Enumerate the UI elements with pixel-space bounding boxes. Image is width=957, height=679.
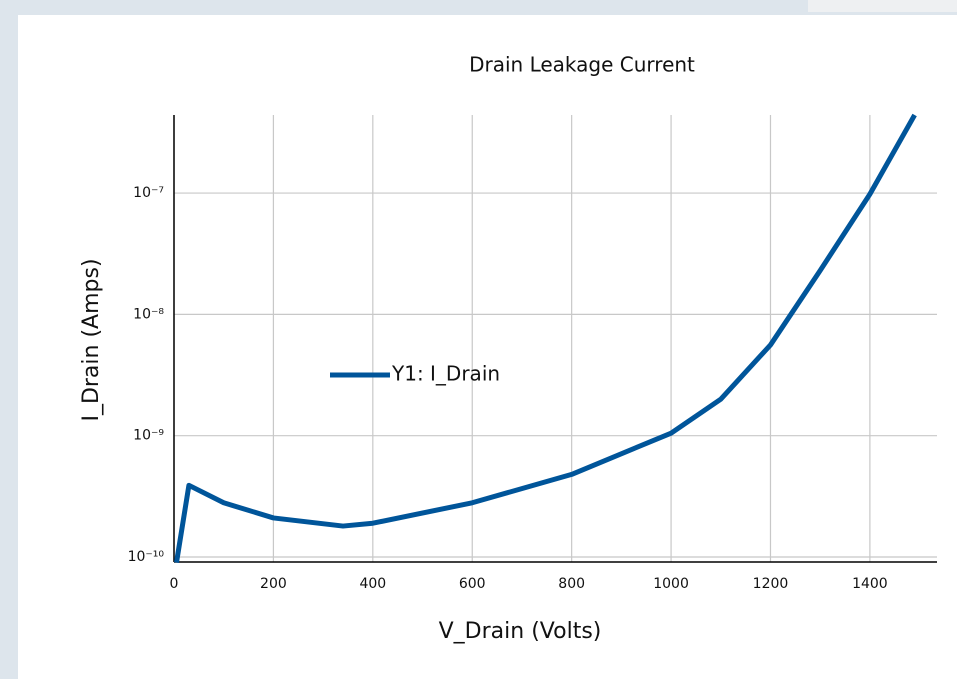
doc-thumbnail <box>808 0 957 12</box>
data-line <box>174 113 917 563</box>
y-tick-label: 10⁻⁸ <box>133 306 164 322</box>
x-tick-label: 200 <box>260 576 287 592</box>
legend-label: Y1: I_Drain <box>391 362 500 386</box>
chart-title: Drain Leakage Current <box>469 53 695 77</box>
panel <box>18 15 957 679</box>
x-tick-label: 1200 <box>753 576 789 592</box>
x-tick-label: 400 <box>359 576 386 592</box>
y-tick-label: 10⁻⁹ <box>133 428 164 444</box>
y-axis-title: I_Drain (Amps) <box>79 258 104 421</box>
y-tick-label: 10⁻¹⁰ <box>128 549 165 565</box>
x-tick-label: 600 <box>459 576 486 592</box>
x-tick-label: 800 <box>558 576 585 592</box>
x-axis-title: V_Drain (Volts) <box>439 619 602 644</box>
y-tick-label: 10⁻⁷ <box>133 185 164 201</box>
x-tick-label: 0 <box>170 576 179 592</box>
x-tick-label: 1000 <box>653 576 689 592</box>
x-tick-label: 1400 <box>852 576 888 592</box>
